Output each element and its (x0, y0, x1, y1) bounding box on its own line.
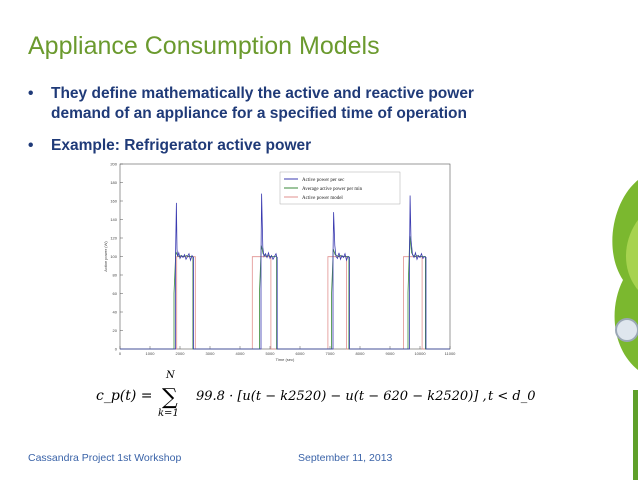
plug-icon (615, 318, 638, 342)
x-tick-label: 11000 (445, 351, 457, 356)
leaf-highlight (625, 220, 638, 290)
y-tick-label: 100 (110, 254, 117, 259)
formula-sum-lower: k=1 (158, 408, 179, 418)
bullet-item-1-continuation: demand of an appliance for a specified t… (28, 104, 588, 124)
footer-left: Cassandra Project 1st Workshop (28, 452, 182, 464)
bullet-item-1: • They define mathematically the active … (28, 84, 588, 104)
legend-entry: Active power per sec (302, 178, 345, 183)
consumption-formula: c_p(t) = N ∑ k=1 99.8 · [u(t − k2520) − … (96, 370, 535, 418)
x-tick-label: 7000 (326, 351, 336, 356)
x-tick-label: 6000 (296, 351, 306, 356)
y-tick-label: 180 (110, 180, 117, 185)
y-tick-label: 200 (110, 162, 117, 167)
y-tick-label: 20 (113, 328, 118, 333)
cable-shape (633, 390, 638, 480)
legend-box (279, 171, 401, 205)
x-tick-label: 2000 (176, 351, 186, 356)
bullet-symbol: • (28, 137, 34, 154)
y-tick-label: 60 (113, 291, 118, 296)
formula-body: 99.8 · [u(t − k2520) − u(t − 620 − k2520… (196, 389, 487, 404)
bullet-text: They define mathematically the active an… (51, 85, 474, 102)
x-tick-label: 0 (119, 351, 122, 356)
bullet-text: Example: Refrigerator active power (51, 137, 312, 154)
y-axis-label: Active power (W) (103, 241, 108, 272)
legend-entry: Average active power per min (302, 187, 363, 192)
sum-symbol: ∑ (162, 385, 178, 410)
x-tick-label: 5000 (266, 351, 276, 356)
formula-lhs: c_p(t) = (96, 388, 153, 404)
y-tick-label: 0 (115, 347, 118, 352)
slide-title: Appliance Consumption Models (28, 32, 380, 60)
bullet-symbol: • (28, 85, 34, 102)
formula-condition: t < d_0 (488, 389, 535, 404)
x-tick-label: 10000 (414, 351, 426, 356)
x-tick-label: 9000 (386, 351, 396, 356)
x-tick-label: 4000 (236, 351, 246, 356)
y-tick-label: 120 (110, 236, 117, 241)
y-tick-label: 40 (113, 310, 118, 315)
legend-entry: Active power model (302, 196, 343, 201)
plug-decoration (612, 180, 638, 480)
formula-sum-upper: N (165, 370, 176, 381)
bullet-text: demand of an appliance for a specified t… (51, 105, 467, 122)
y-tick-label: 80 (113, 273, 118, 278)
x-tick-label: 8000 (356, 351, 366, 356)
bullet-item-2: • Example: Refrigerator active power (28, 136, 588, 156)
x-axis-label: Time (sec) (276, 357, 295, 362)
footer-center: September 11, 2013 (298, 452, 393, 464)
y-tick-label: 160 (110, 199, 117, 204)
x-tick-label: 1000 (146, 351, 156, 356)
y-tick-label: 140 (110, 217, 117, 222)
x-tick-label: 3000 (206, 351, 216, 356)
series-line-1 (120, 193, 450, 350)
